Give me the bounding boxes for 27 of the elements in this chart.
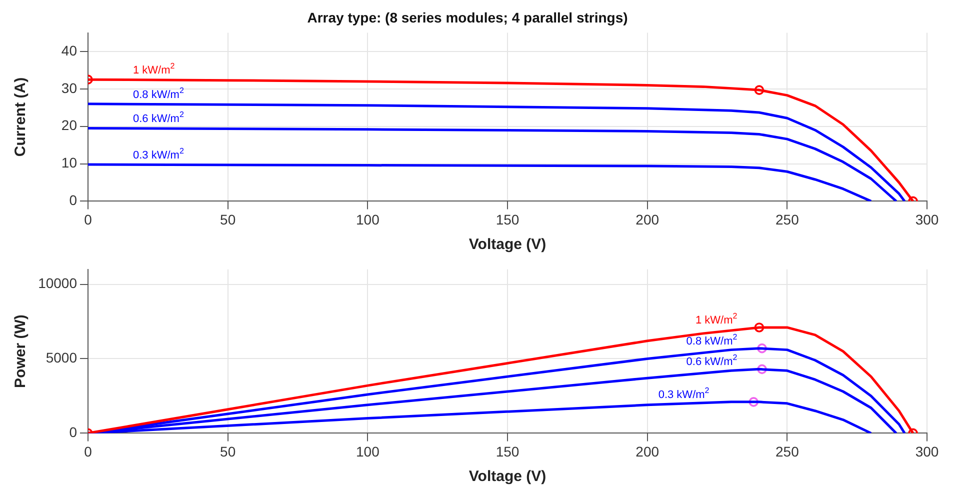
x-tick-label: 150 [496, 211, 520, 228]
y-tick-label: 10 [61, 154, 78, 171]
x-tick-label: 100 [356, 211, 380, 228]
x-tick-label: 50 [220, 211, 236, 228]
y-axis-title: Power (W) [12, 314, 30, 388]
x-tick-label: 150 [496, 443, 520, 460]
x-tick-label: 0 [84, 211, 92, 228]
x-tick-label: 250 [775, 211, 800, 228]
y-tick-label: 20 [61, 117, 78, 134]
y-tick-label: 30 [61, 80, 78, 96]
y-tick-label: 40 [61, 42, 78, 58]
x-tick-label: 300 [915, 443, 939, 460]
y-tick-label: 0 [69, 424, 78, 440]
x-tick-label: 200 [636, 211, 660, 228]
x-tick-label: 250 [775, 443, 800, 460]
x-tick-label: 300 [915, 211, 939, 228]
x-axis-title: Voltage (V) [468, 236, 546, 254]
y-tick-label: 0 [69, 192, 78, 208]
y-tick-label: 10000 [38, 275, 78, 292]
y-tick-label: 5000 [46, 350, 78, 366]
chart-title: Array type: (8 series modules; 4 parallel strings) [307, 9, 628, 26]
x-tick-label: 50 [220, 443, 236, 460]
y-axis-title: Current (A) [12, 77, 30, 157]
x-tick-label: 0 [84, 443, 92, 460]
x-axis-title: Voltage (V) [468, 468, 546, 486]
x-tick-label: 200 [636, 443, 660, 460]
x-tick-label: 100 [356, 443, 380, 460]
